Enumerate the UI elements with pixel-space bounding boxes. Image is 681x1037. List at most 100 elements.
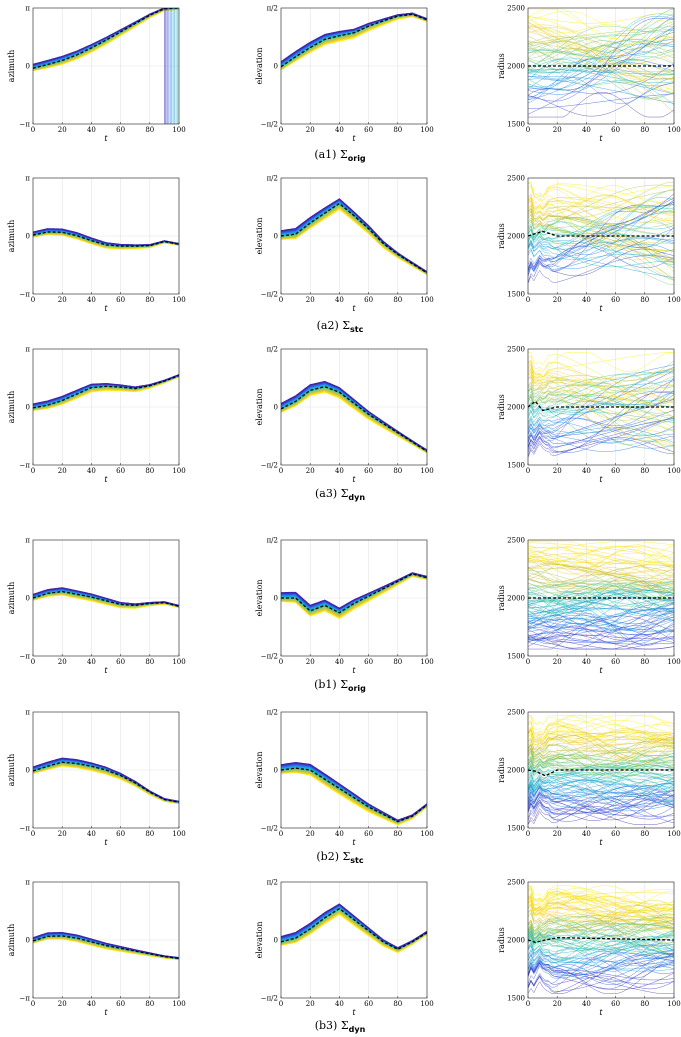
- x-tick-label: 100: [420, 467, 433, 475]
- trajectory-line: [528, 784, 674, 812]
- x-tick-label: 0: [31, 830, 35, 838]
- trajectory-line: [281, 575, 427, 619]
- trajectory-line: [528, 767, 674, 787]
- x-tick-label: 100: [667, 467, 680, 475]
- x-tick-label: 0: [279, 126, 283, 134]
- trajectory-line: [528, 367, 674, 387]
- x-tick-label: 100: [172, 1000, 185, 1008]
- mean-line: [33, 761, 179, 803]
- trajectory-line: [528, 934, 674, 964]
- caption-label: (b1): [314, 678, 340, 691]
- x-axis-label: t: [352, 304, 356, 313]
- trajectory-line: [528, 795, 674, 825]
- trajectory-line: [528, 579, 674, 605]
- trajectory-line: [33, 228, 179, 246]
- caption-symbol: Σ: [340, 678, 348, 691]
- trajectory-line: [528, 775, 674, 793]
- trajectory-line: [528, 25, 674, 70]
- x-tick-label: 40: [582, 467, 591, 475]
- trajectory-line: [528, 607, 674, 632]
- y-tick-label: 1500: [507, 653, 525, 661]
- x-tick-label: 100: [667, 126, 680, 134]
- x-tick-label: 60: [364, 296, 373, 304]
- axes-frame: [527, 711, 675, 829]
- x-tick-label: 40: [87, 126, 96, 134]
- trajectory-line: [528, 546, 674, 562]
- y-tick-label: 2000: [507, 767, 525, 775]
- x-tick-label: 0: [31, 467, 35, 475]
- trajectory-line: [528, 952, 674, 972]
- y-axis-label: azimuth: [7, 754, 16, 787]
- caption-subscript: orig: [348, 154, 366, 163]
- trajectory-bundle: [33, 757, 179, 805]
- x-tick-label: 100: [420, 1000, 433, 1008]
- trajectory-line: [528, 401, 674, 444]
- mean-line: [528, 769, 674, 777]
- trajectory-line: [528, 40, 674, 55]
- trajectory-line: [281, 13, 427, 68]
- x-tick-label: 80: [640, 296, 649, 304]
- trajectory-line: [528, 359, 674, 405]
- x-tick-label: 20: [58, 467, 67, 475]
- x-axis-label: t: [104, 666, 108, 675]
- trajectory-line: [528, 929, 674, 957]
- trajectory-line: [528, 626, 674, 642]
- trajectory-line: [528, 185, 674, 217]
- trajectory-line: [528, 93, 674, 109]
- trajectory-line: [281, 384, 427, 452]
- x-tick-label: 40: [335, 1000, 344, 1008]
- trajectory-line: [528, 902, 674, 929]
- trajectory-line: [528, 728, 674, 746]
- y-tick-label: π: [25, 175, 30, 183]
- trajectory-line: [528, 789, 674, 821]
- trajectory-line: [528, 69, 674, 75]
- trajectory-line: [528, 92, 674, 118]
- trajectory-line: [528, 551, 674, 568]
- trajectory-line: [528, 953, 674, 985]
- trajectory-line: [528, 182, 674, 216]
- y-tick-label: 2000: [507, 595, 525, 603]
- trajectory-line: [528, 566, 674, 588]
- trajectory-line: [528, 715, 674, 738]
- trajectory-line: [528, 564, 674, 586]
- y-tick-label: −π/2: [261, 121, 278, 129]
- trajectory-bundle: [33, 587, 179, 609]
- trajectory-line: [528, 736, 674, 768]
- y-tick-label: π/2: [267, 175, 278, 183]
- trajectory-line: [528, 615, 674, 632]
- trajectory-line: [528, 366, 674, 435]
- trajectory-line: [528, 82, 674, 117]
- trajectory-line: [528, 203, 674, 228]
- y-axis-label: radius: [497, 223, 506, 249]
- trajectory-line: [528, 618, 674, 643]
- trajectory-line: [528, 607, 674, 615]
- trajectory-line: [528, 765, 674, 776]
- trajectory-line: [528, 923, 674, 944]
- x-axis-label: t: [104, 134, 108, 143]
- trajectory-line: [528, 387, 674, 420]
- trajectory-line: [528, 945, 674, 979]
- trajectory-line: [528, 361, 674, 429]
- x-tick-label: 100: [667, 658, 680, 666]
- axes-frame: [32, 539, 180, 657]
- trajectory-line: [528, 904, 674, 928]
- x-tick-label: 100: [420, 830, 433, 838]
- trajectory-line: [281, 14, 427, 69]
- trajectory-line: [281, 572, 427, 610]
- trajectory-line: [528, 378, 674, 428]
- trajectory-line: [528, 583, 674, 590]
- trajectory-line: [528, 777, 674, 804]
- x-tick-label: 100: [172, 830, 185, 838]
- trajectory-line: [281, 13, 427, 67]
- trajectory-line: [528, 371, 674, 405]
- x-tick-label: 0: [31, 658, 35, 666]
- trajectory-line: [528, 210, 674, 237]
- trajectory-line: [528, 363, 674, 439]
- x-tick-label: 40: [87, 467, 96, 475]
- mean-line: [33, 231, 179, 247]
- trajectory-line: [528, 364, 674, 418]
- trajectory-line: [33, 374, 179, 408]
- trajectory-line: [528, 437, 674, 458]
- x-tick-label: 80: [640, 830, 649, 838]
- mean-line: [33, 375, 179, 409]
